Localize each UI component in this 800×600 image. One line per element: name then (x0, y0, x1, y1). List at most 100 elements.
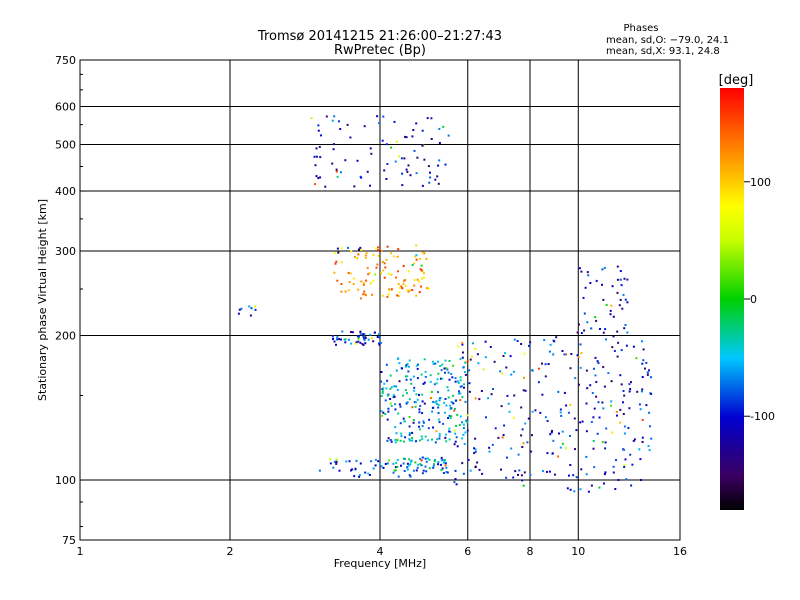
data-point (248, 305, 251, 308)
data-point (449, 417, 452, 420)
data-point (619, 298, 622, 301)
data-point (404, 389, 407, 392)
data-point (623, 425, 626, 428)
data-point (426, 287, 428, 290)
data-point (462, 423, 465, 426)
data-point (449, 430, 452, 433)
data-point (622, 390, 625, 392)
data-point (462, 472, 465, 475)
data-point (410, 382, 413, 385)
data-point (431, 438, 433, 441)
data-point (604, 447, 607, 450)
data-point (557, 455, 560, 458)
data-point (578, 383, 580, 386)
data-point (413, 386, 416, 389)
data-point (455, 424, 458, 427)
data-point (362, 293, 365, 296)
data-point (454, 432, 457, 435)
data-point (332, 143, 335, 146)
data-point (314, 183, 316, 186)
data-point (449, 404, 452, 407)
data-point (416, 466, 419, 469)
y-tick-label: 75 (62, 534, 76, 547)
data-point (315, 155, 318, 158)
data-point (456, 445, 459, 448)
data-point (444, 398, 447, 400)
data-point (397, 475, 400, 478)
data-point (621, 307, 624, 310)
data-point (420, 373, 423, 376)
data-point (615, 410, 618, 413)
data-point (579, 488, 582, 491)
data-point (456, 380, 459, 383)
data-point (552, 353, 555, 356)
data-point (396, 459, 399, 461)
data-point (426, 117, 429, 120)
data-point (396, 466, 399, 468)
data-point (395, 461, 398, 464)
data-point (434, 362, 437, 365)
data-point (338, 120, 340, 123)
data-point (422, 272, 425, 275)
data-point (631, 463, 634, 466)
x-axis-ticks: 1 2 4 6 8 10 16 (77, 545, 688, 558)
data-point (447, 389, 450, 392)
data-point (324, 185, 327, 188)
y-axis-ticks: 75 100 200 300 400 500 600 750 (55, 54, 86, 547)
data-point (380, 250, 383, 252)
data-point (595, 319, 598, 322)
data-point (335, 260, 338, 263)
data-point (517, 473, 519, 476)
data-point (585, 473, 588, 476)
data-point (403, 470, 406, 472)
data-point (590, 327, 593, 330)
data-point (419, 463, 422, 466)
data-point (405, 168, 408, 171)
data-point (569, 403, 572, 406)
data-point (586, 321, 589, 324)
data-point (414, 401, 417, 404)
data-point (329, 462, 332, 465)
data-point (448, 360, 451, 362)
data-point (424, 435, 427, 438)
data-point (623, 327, 626, 330)
data-point (620, 349, 623, 352)
data-point (485, 416, 487, 419)
data-point (405, 364, 408, 367)
data-point (464, 373, 467, 376)
data-point (575, 476, 578, 479)
data-point (469, 469, 472, 472)
data-point (410, 459, 413, 462)
data-point (581, 420, 584, 423)
data-point (357, 335, 360, 338)
data-point (370, 337, 373, 340)
data-point (338, 469, 341, 472)
data-point (421, 456, 424, 459)
data-point (444, 411, 446, 414)
data-point (564, 353, 567, 356)
data-point (455, 399, 458, 402)
data-point (625, 478, 628, 481)
data-point (411, 289, 414, 291)
data-point (590, 484, 593, 487)
data-point (407, 270, 410, 273)
data-point (413, 262, 416, 265)
data-point (500, 405, 503, 408)
data-point (473, 452, 476, 455)
data-point (400, 435, 403, 438)
data-point (385, 363, 388, 366)
data-point (461, 421, 463, 424)
data-point (430, 138, 433, 140)
data-point (436, 438, 438, 441)
data-point (440, 469, 443, 472)
data-point (468, 369, 471, 372)
data-point (386, 245, 389, 248)
data-point (390, 386, 393, 389)
data-point (437, 360, 439, 363)
data-point (552, 439, 555, 442)
data-point (341, 330, 344, 333)
data-point (455, 483, 458, 486)
data-point (455, 436, 458, 439)
data-point (325, 115, 328, 118)
data-point (386, 439, 389, 442)
